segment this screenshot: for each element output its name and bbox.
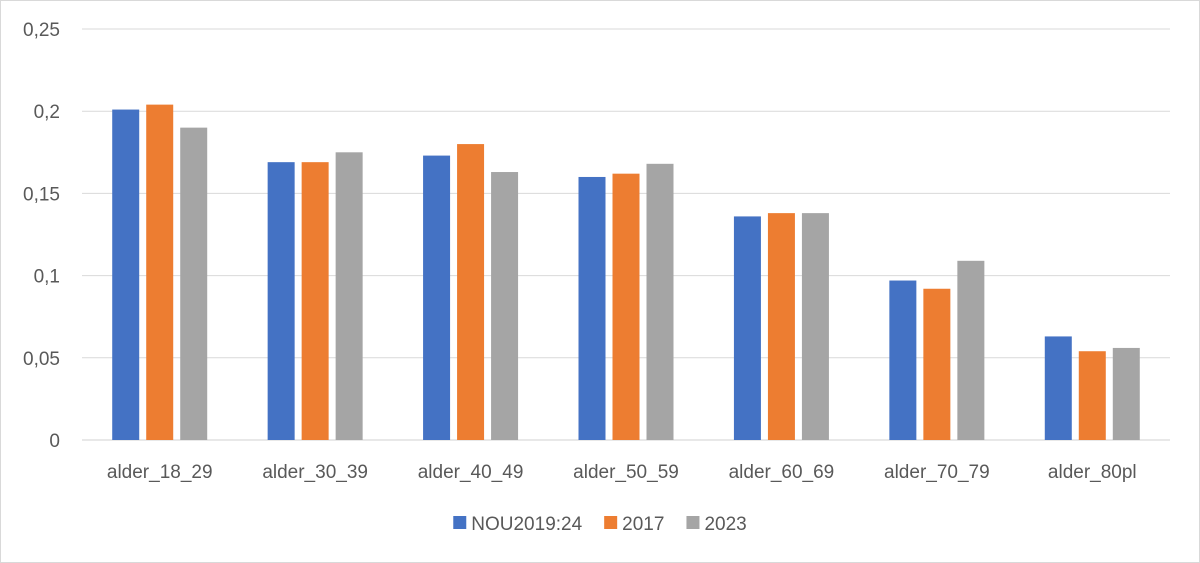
y-tick-label: 0,25: [23, 20, 60, 41]
x-category-label: alder_80pl: [1048, 462, 1137, 483]
legend-label: 2023: [704, 514, 746, 535]
bar-alder_70_79-2023: [957, 260, 985, 440]
x-category-label: alder_40_49: [418, 462, 524, 483]
legend-item: NOU2019:24: [453, 514, 583, 535]
bar-alder_80pl-NOU2019:24: [1044, 336, 1072, 440]
legend-label: NOU2019:24: [471, 514, 582, 535]
bar-alder_30_39-2023: [335, 152, 363, 441]
bar-alder_60_69-NOU2019:24: [733, 216, 761, 440]
y-tick-label: 0,05: [23, 349, 60, 370]
bar-alder_50_59-NOU2019:24: [578, 176, 606, 440]
bar-alder_18_29-2023: [180, 127, 208, 440]
legend: NOU2019:24 2017 2023: [453, 514, 747, 535]
bar-alder_70_79-NOU2019:24: [889, 280, 917, 440]
bar-alder_50_59-2023: [646, 163, 674, 441]
bar-alder_80pl-2017: [1078, 351, 1106, 440]
gridlines: [82, 28, 1170, 441]
y-axis-tick-labels: 0 0,05 0,1 0,15 0,2 0,25: [23, 20, 60, 452]
x-axis-category-labels: alder_18_29 alder_30_39 alder_40_49 alder_5…: [107, 462, 1137, 483]
x-category-label: alder_60_69: [729, 462, 835, 483]
bar-alder_50_59-2017: [612, 173, 640, 440]
legend-swatch: [604, 516, 618, 529]
legend-swatch: [686, 516, 700, 529]
legend-label: 2017: [622, 514, 664, 535]
bar-alder_80pl-2023: [1112, 347, 1140, 440]
bar-alder_40_49-NOU2019:24: [423, 155, 451, 440]
y-tick-label: 0,2: [34, 102, 60, 123]
x-category-label: alder_30_39: [262, 462, 368, 483]
bar-alder_18_29-2017: [146, 104, 174, 441]
bar-alder_40_49-2017: [457, 144, 485, 440]
y-tick-label: 0,15: [23, 184, 60, 205]
bar-alder_30_39-NOU2019:24: [267, 162, 295, 440]
bars: [112, 104, 1140, 441]
bar-alder_40_49-2023: [491, 172, 519, 440]
x-category-label: alder_50_59: [573, 462, 679, 483]
bar-alder_30_39-2017: [301, 162, 329, 440]
x-category-label: alder_18_29: [107, 462, 213, 483]
bar-alder_18_29-NOU2019:24: [112, 109, 140, 440]
bar-alder_70_79-2017: [923, 288, 951, 440]
legend-swatch: [453, 516, 467, 529]
y-tick-label: 0,1: [34, 267, 60, 288]
y-tick-label: 0: [49, 431, 60, 452]
legend-item: 2017: [604, 514, 664, 535]
legend-item: 2023: [686, 514, 747, 535]
x-category-label: alder_70_79: [884, 462, 990, 483]
bar-alder_60_69-2017: [767, 213, 795, 440]
bar-alder_60_69-2023: [801, 213, 829, 440]
